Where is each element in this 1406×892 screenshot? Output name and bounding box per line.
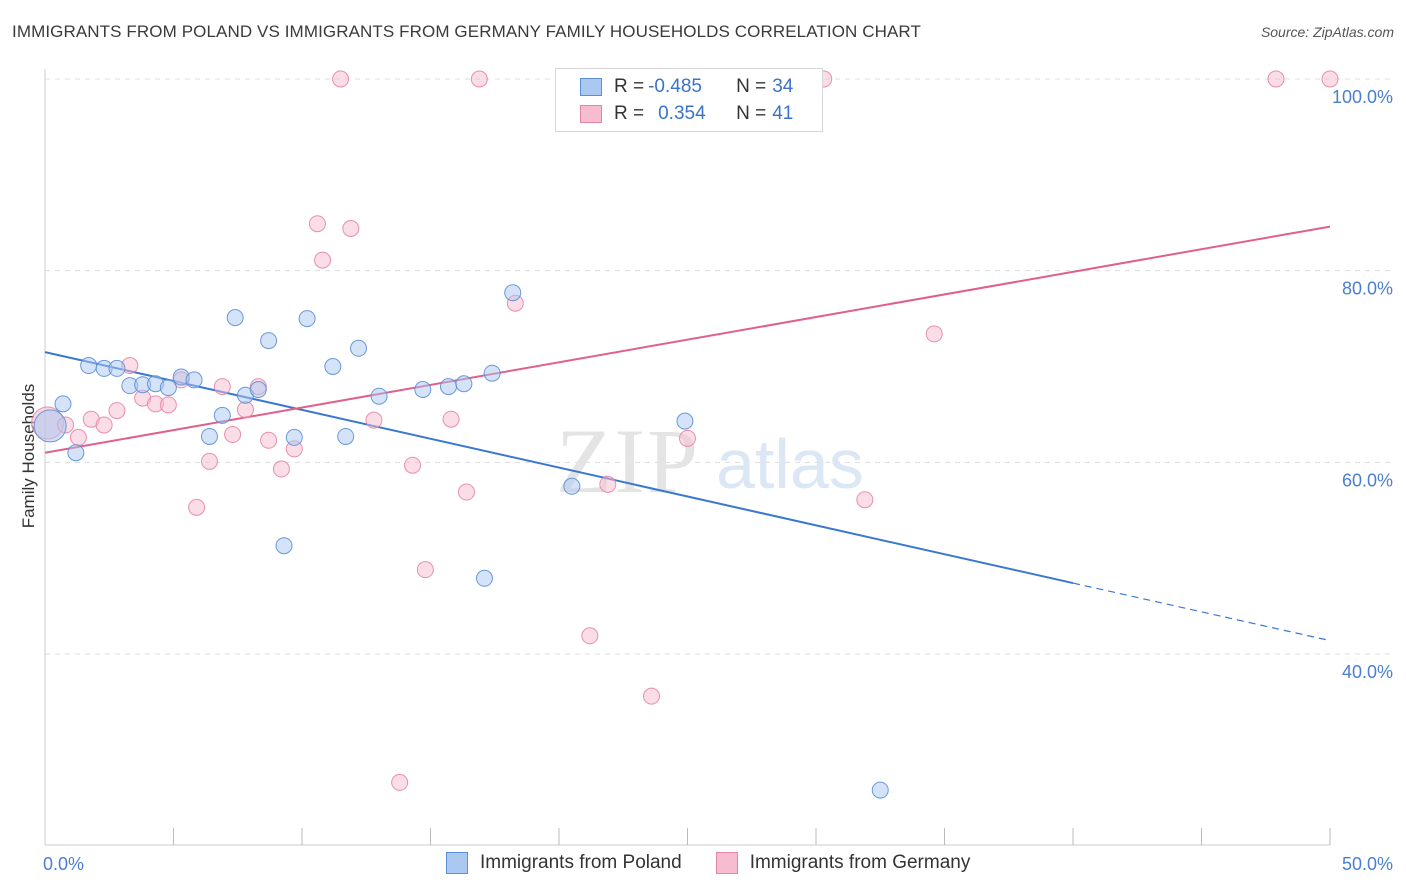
legend-row-poland: R = -0.485 N = 34	[580, 75, 793, 99]
germany-point	[314, 251, 332, 269]
germany-point	[200, 452, 218, 470]
germany-point	[457, 483, 475, 501]
poland-legend-label: Immigrants from Poland	[480, 852, 682, 873]
germany-point	[599, 475, 617, 493]
poland-point	[159, 379, 177, 397]
y-tick-label-0: 100.0%	[1332, 87, 1393, 107]
grid-lines	[45, 78, 1392, 655]
germany-point	[272, 460, 290, 478]
germany-point	[308, 215, 326, 233]
y-tick-label-1: 80.0%	[1342, 279, 1393, 299]
poland-point	[455, 375, 473, 393]
legend-row-germany: R = 0.354 N = 41	[580, 102, 793, 126]
germany-point	[236, 401, 254, 419]
germany-r-value: 0.354	[658, 103, 706, 124]
stats-legend: R = -0.485 N = 34 R = 0.354 N = 41	[555, 68, 823, 132]
y-tick-label-2: 60.0%	[1342, 470, 1393, 490]
germany-n-label: N =	[736, 103, 767, 124]
poland-point	[563, 477, 581, 495]
germany-point	[679, 429, 696, 447]
poland-point	[298, 310, 316, 328]
watermark-zip: ZIP	[556, 410, 700, 512]
poland-r-label: R =	[614, 76, 645, 97]
germany-point	[925, 325, 943, 343]
series-legend: Immigrants from Poland Immigrants from G…	[446, 852, 1004, 874]
germany-point	[442, 410, 460, 428]
germany-legend-label: Immigrants from Germany	[749, 852, 971, 873]
germany-point	[856, 491, 874, 509]
poland-point	[439, 378, 457, 396]
poland-point	[54, 395, 72, 413]
poland-legend-swatch	[446, 852, 468, 874]
germany-point	[108, 402, 126, 420]
poland-point	[226, 309, 244, 327]
poland-point	[324, 358, 342, 375]
legend-item-poland[interactable]: Immigrants from Poland	[446, 852, 682, 874]
germany-legend-swatch	[715, 852, 738, 874]
germany-n-value: 41	[772, 103, 794, 124]
chart-title: IMMIGRANTS FROM POLAND VS IMMIGRANTS FRO…	[12, 22, 921, 41]
germany-point	[404, 456, 422, 474]
poland-n-label: N =	[736, 76, 767, 97]
x-tick-label-1: 50.0%	[1342, 854, 1393, 874]
poland-point	[33, 409, 67, 443]
poland-point	[370, 387, 388, 405]
poland-point	[871, 781, 889, 799]
poland-point	[483, 364, 501, 382]
poland-point	[350, 339, 368, 357]
poland-point	[108, 359, 126, 377]
poland-point	[185, 371, 203, 389]
poland-point	[275, 537, 293, 555]
x-tick-labels: 0.0% 50.0%	[43, 854, 1393, 874]
poland-point	[67, 444, 85, 462]
germany-point	[365, 411, 383, 429]
germany-trend-line	[44, 225, 1331, 454]
poland-point	[504, 284, 522, 302]
germany-point	[470, 70, 488, 88]
axes	[44, 69, 1331, 846]
poland-point	[80, 357, 98, 375]
germany-point	[1267, 70, 1285, 88]
watermark: ZIP atlas	[556, 410, 864, 512]
poland-point	[285, 428, 303, 446]
y-tick-label-3: 40.0%	[1342, 662, 1393, 682]
germany-point	[213, 378, 231, 396]
poland-r-value: -0.485	[648, 76, 702, 97]
germany-point	[643, 687, 661, 705]
poland-trend-line	[44, 351, 1074, 585]
germany-point	[224, 426, 242, 444]
x-tick-label-0: 0.0%	[43, 854, 84, 874]
poland-point	[414, 381, 432, 398]
germany-point	[159, 396, 177, 414]
y-tick-labels: 100.0% 80.0% 60.0% 40.0%	[1332, 87, 1393, 682]
poland-point	[676, 412, 694, 430]
germany-point	[1321, 70, 1339, 88]
germany-point	[342, 220, 360, 237]
data-points	[31, 70, 1339, 799]
germany-point	[95, 416, 113, 434]
poland-point	[200, 427, 218, 445]
source-label: Source: ZipAtlas.com	[1260, 24, 1394, 40]
germany-point	[188, 498, 206, 516]
legend-item-germany[interactable]: Immigrants from Germany	[715, 852, 971, 874]
germany-point	[260, 431, 278, 449]
germany-point	[416, 561, 434, 579]
poland-point	[475, 569, 493, 587]
poland-trend-extension	[1072, 582, 1331, 642]
germany-point	[332, 70, 350, 88]
poland-point	[260, 332, 278, 350]
poland-swatch	[580, 78, 602, 96]
germany-point	[581, 627, 599, 645]
poland-point	[213, 406, 231, 424]
poland-point	[337, 427, 355, 445]
poland-point	[249, 381, 267, 398]
germany-swatch	[580, 105, 602, 123]
germany-point	[69, 428, 87, 446]
poland-n-value: 34	[772, 76, 794, 97]
germany-r-label: R =	[614, 103, 645, 124]
germany-point	[391, 773, 409, 791]
watermark-atlas: atlas	[716, 425, 864, 503]
